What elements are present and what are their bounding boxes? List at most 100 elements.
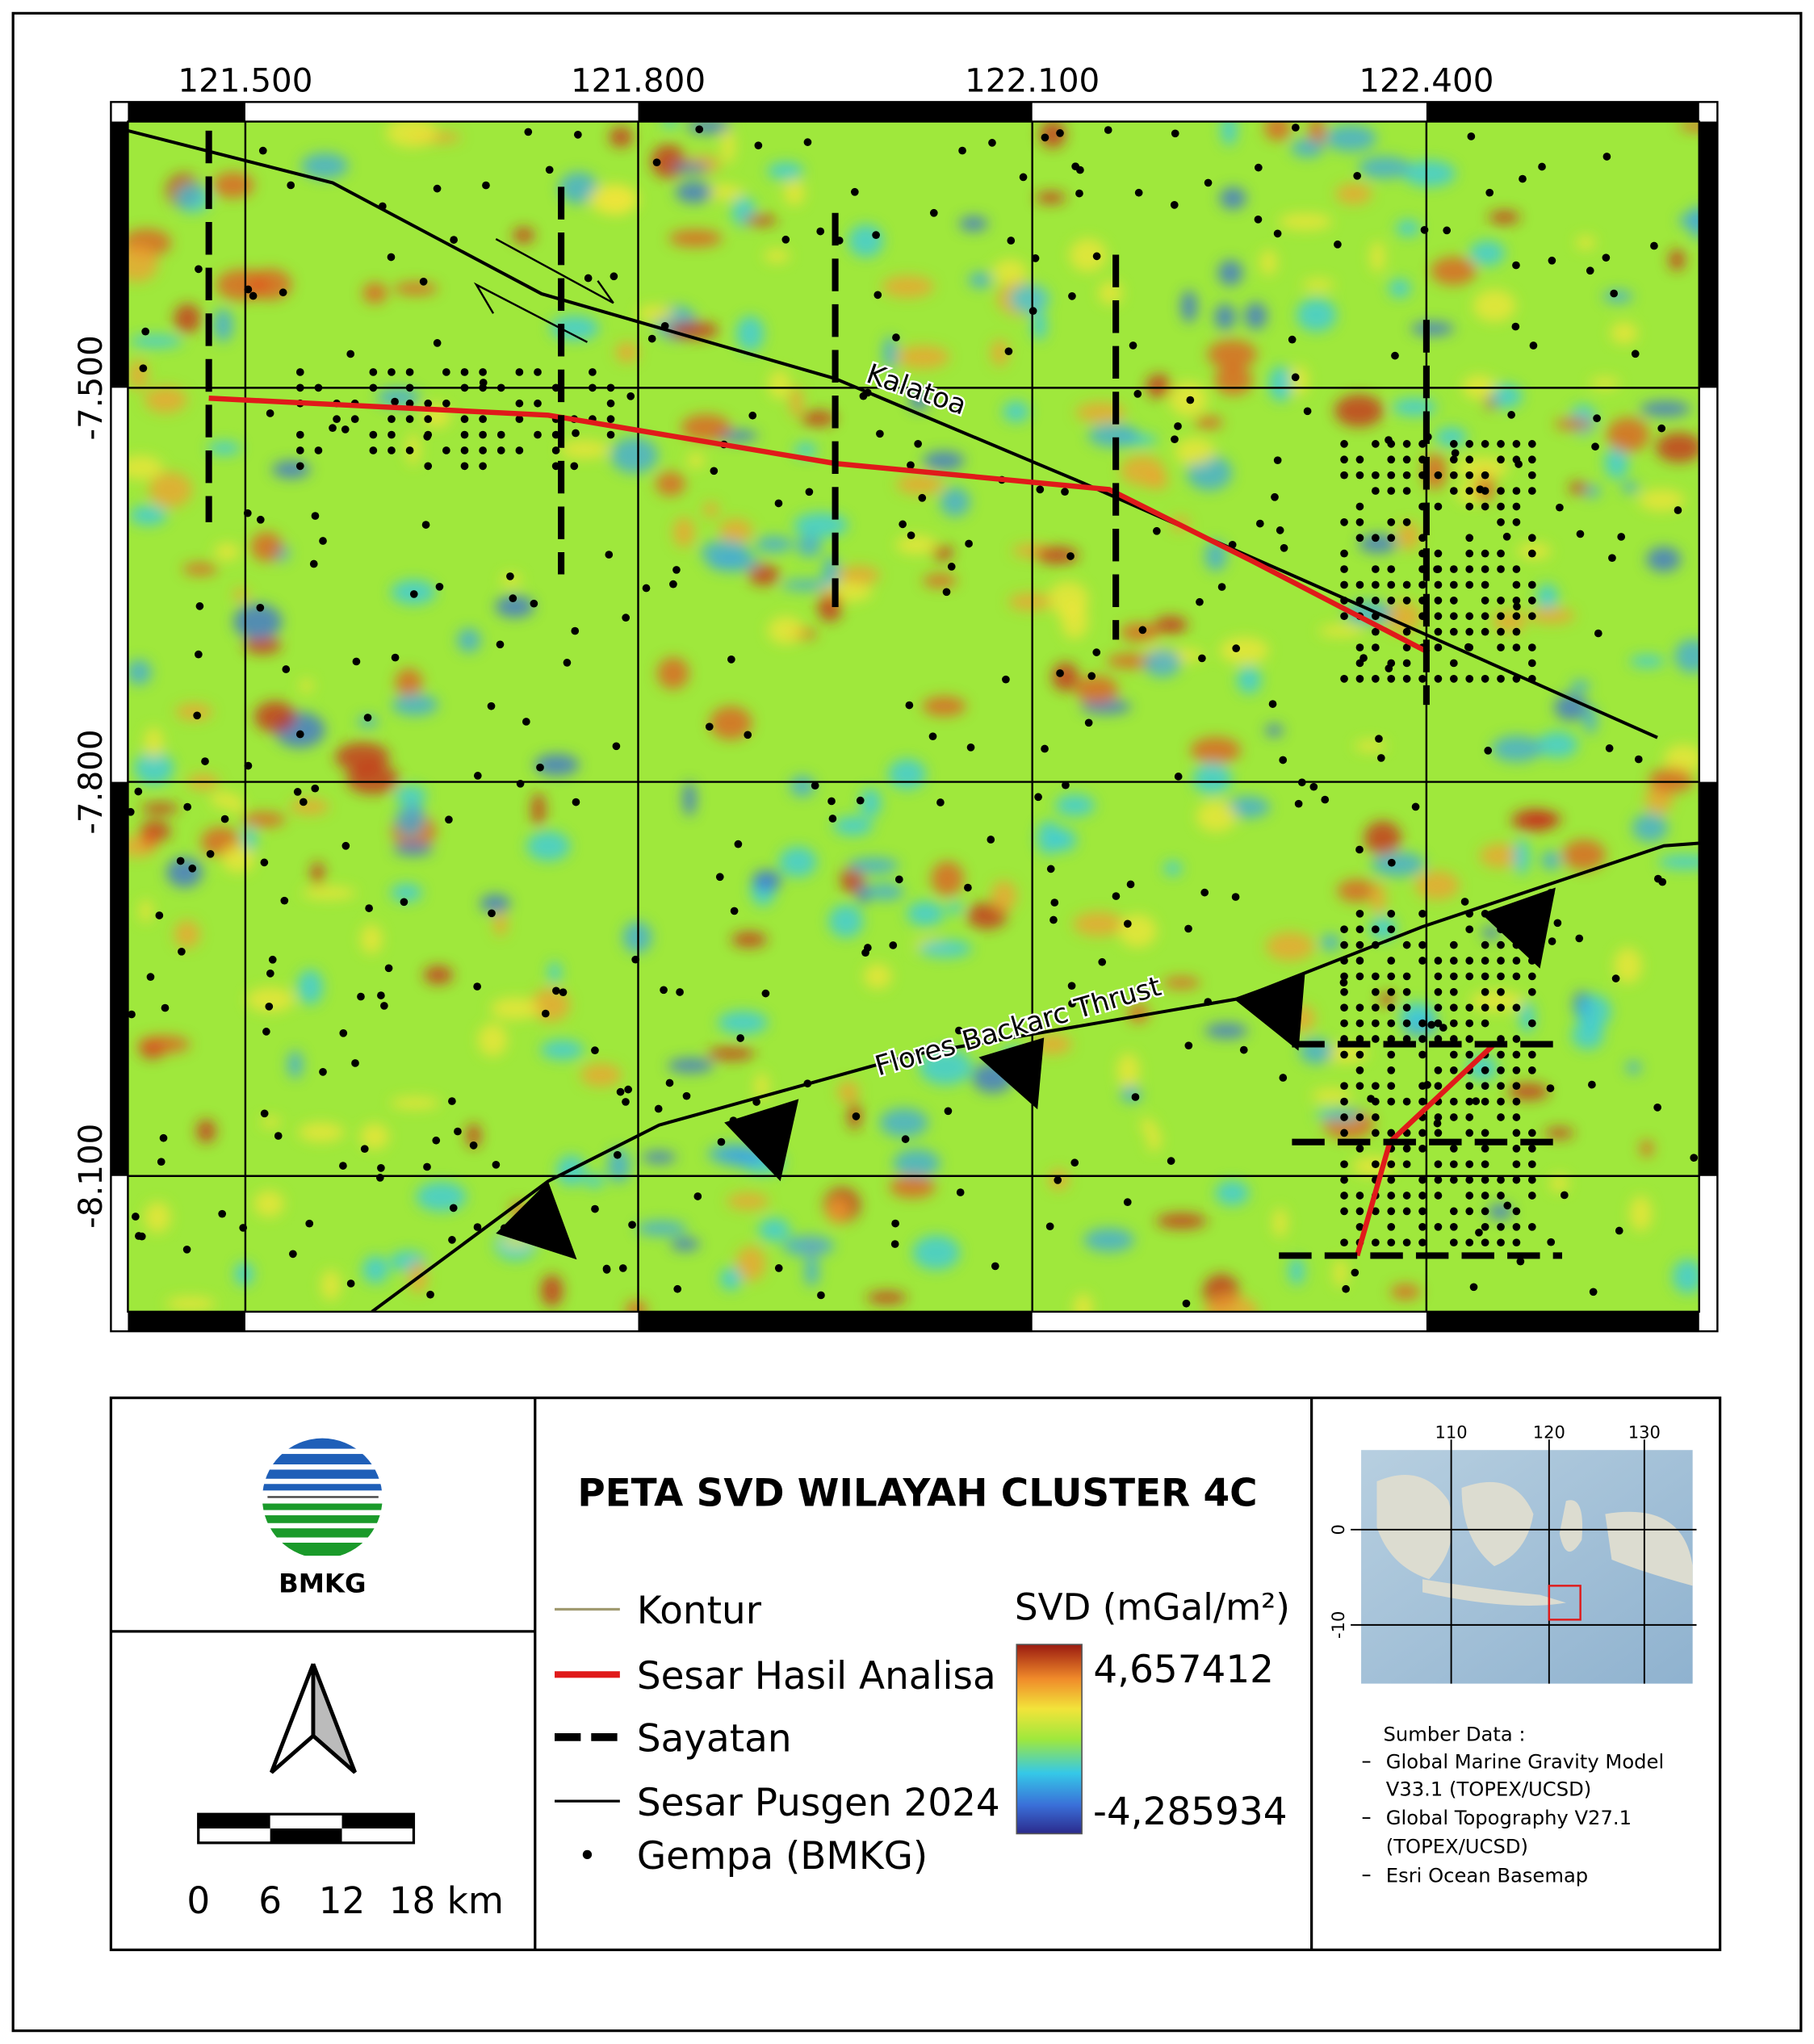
- earthquake: [1291, 124, 1300, 132]
- anomaly: [298, 1122, 345, 1142]
- earthquake: [391, 397, 399, 406]
- earthquake: [183, 802, 192, 811]
- anomaly: [1207, 339, 1258, 370]
- earthquake: [1449, 440, 1458, 448]
- earthquake: [1481, 1129, 1489, 1137]
- earthquake: [1196, 597, 1204, 606]
- earthquake: [369, 446, 378, 454]
- anomaly: [1265, 723, 1284, 737]
- anomaly: [1219, 186, 1246, 210]
- earthquake: [1481, 471, 1489, 480]
- earthquake: [1481, 957, 1489, 965]
- earthquake: [1527, 440, 1536, 448]
- earthquake: [1527, 455, 1536, 464]
- earthquake: [1434, 565, 1443, 573]
- anomaly: [1290, 365, 1309, 396]
- earthquake: [987, 836, 995, 844]
- earthquake: [1449, 580, 1458, 589]
- earthquake: [244, 761, 253, 770]
- earthquake: [1340, 440, 1348, 448]
- earthquake: [1529, 341, 1538, 350]
- anomaly: [128, 455, 163, 480]
- anomaly: [534, 753, 580, 777]
- anomaly: [128, 359, 149, 391]
- earthquake: [1443, 226, 1452, 235]
- earthquake: [1527, 471, 1536, 480]
- earthquake: [1276, 526, 1284, 534]
- anomaly: [833, 816, 873, 836]
- earthquake: [1418, 909, 1426, 918]
- earthquake: [220, 815, 229, 823]
- earthquake: [1465, 972, 1474, 981]
- earthquake: [188, 864, 197, 873]
- anomaly: [837, 1081, 859, 1104]
- anomaly: [386, 121, 438, 148]
- earthquake: [899, 520, 907, 529]
- earthquake: [1465, 1113, 1474, 1121]
- colorbar-title: SVD (mGal/m²): [1015, 1585, 1290, 1628]
- earthquake: [1340, 1097, 1348, 1106]
- earthquake: [965, 539, 973, 548]
- colorbar: SVD (mGal/m²) 4,657412 -4,285934: [1015, 1585, 1290, 1835]
- earthquake: [1449, 627, 1458, 636]
- earthquake: [1465, 565, 1474, 573]
- anomaly: [165, 1296, 216, 1311]
- earthquake: [614, 1150, 622, 1159]
- anomaly: [1629, 655, 1665, 668]
- anomaly: [1544, 1127, 1574, 1139]
- earthquake: [1092, 648, 1101, 656]
- anomaly: [357, 715, 379, 728]
- earthquake: [1126, 880, 1135, 889]
- earthquake: [1387, 580, 1396, 589]
- earthquake: [563, 659, 572, 667]
- anomaly: [1602, 290, 1633, 304]
- anomaly: [826, 1198, 849, 1224]
- earthquake: [1387, 1192, 1396, 1200]
- earthquake: [1371, 643, 1380, 651]
- frame-bar: [1699, 121, 1718, 388]
- earthquake: [1512, 957, 1521, 965]
- earthquake: [1288, 335, 1297, 344]
- earthquake: [1481, 987, 1489, 996]
- earthquake: [774, 499, 783, 508]
- earthquake: [1279, 756, 1288, 764]
- earthquake: [1309, 782, 1318, 791]
- anomaly: [243, 636, 282, 655]
- earthquake: [1497, 674, 1505, 683]
- earthquake: [1387, 972, 1396, 981]
- anomaly: [1388, 279, 1411, 299]
- earthquake: [1575, 934, 1584, 943]
- earthquake: [1465, 1003, 1474, 1012]
- anomaly: [918, 939, 972, 958]
- anomaly: [793, 512, 848, 538]
- earthquake: [260, 1109, 269, 1118]
- earthquake: [1556, 503, 1564, 512]
- anomaly: [584, 1174, 605, 1188]
- earthquake: [262, 1028, 270, 1036]
- earthquake: [1387, 1160, 1396, 1169]
- earthquake: [449, 1204, 458, 1213]
- anomaly: [540, 1274, 563, 1307]
- earthquake: [1497, 440, 1505, 448]
- anomaly: [1146, 1127, 1162, 1152]
- earthquake: [1449, 957, 1458, 965]
- earthquake: [473, 982, 481, 991]
- earthquake: [1340, 1175, 1348, 1184]
- earthquake: [256, 603, 265, 612]
- earthquake: [1418, 1144, 1426, 1153]
- anomaly: [932, 545, 953, 560]
- earthquake: [669, 580, 677, 588]
- anomaly: [946, 901, 963, 915]
- earthquake: [1512, 1082, 1521, 1091]
- earthquake: [128, 807, 135, 816]
- anomaly: [1290, 138, 1325, 158]
- earthquake: [1449, 1207, 1458, 1216]
- earthquake: [1355, 1066, 1364, 1074]
- anomaly: [635, 1221, 687, 1237]
- earthquake: [424, 430, 433, 439]
- earthquake: [1387, 1222, 1396, 1231]
- earthquake: [1465, 1238, 1474, 1247]
- anomaly: [837, 565, 880, 585]
- earthquake: [387, 253, 396, 262]
- earthquake: [1387, 674, 1396, 683]
